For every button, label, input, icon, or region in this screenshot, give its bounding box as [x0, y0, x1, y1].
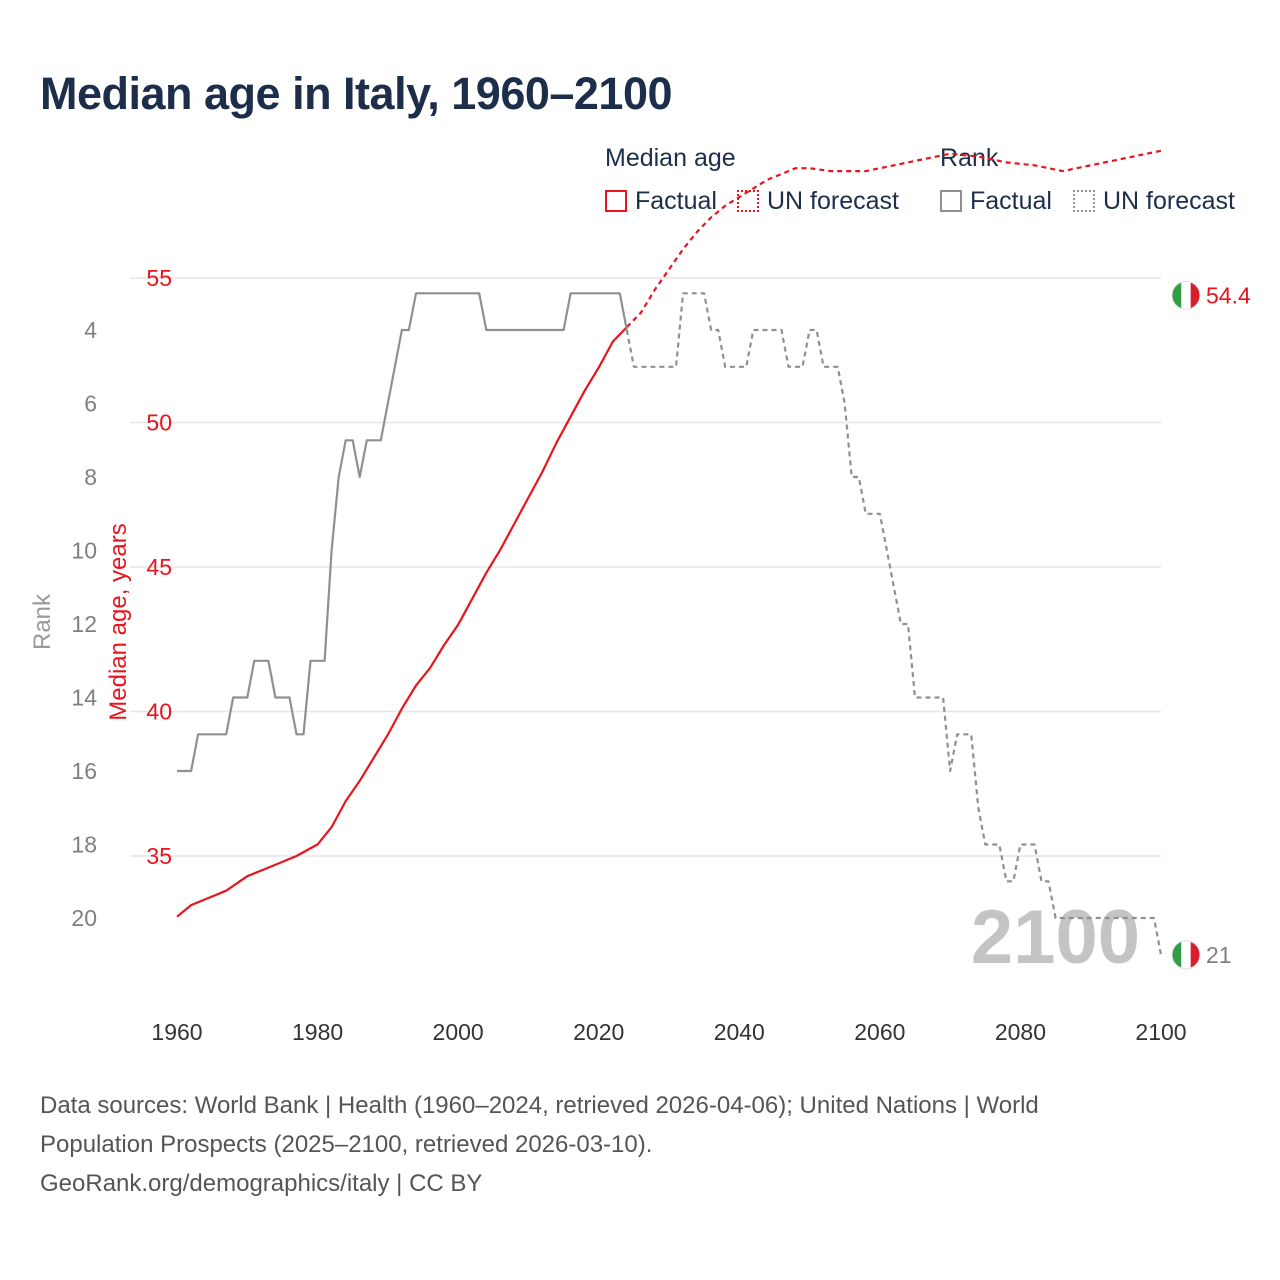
year-tick-2060: 2060 [854, 1019, 905, 1045]
legend-median-factual-label: Factual [635, 186, 717, 215]
legend-rank-factual[interactable]: Factual [940, 186, 1052, 216]
legend-rank-forecast-label: UN forecast [1103, 186, 1235, 215]
rank-tick-18: 18 [71, 832, 97, 858]
rank-tick-12: 12 [71, 611, 97, 637]
rank-tick-8: 8 [84, 464, 97, 490]
median-tick-45: 45 [146, 554, 172, 580]
footer: Data sources: World Bank | Health (1960–… [40, 1086, 1240, 1203]
rank-tick-6: 6 [84, 391, 97, 417]
year-tick-2040: 2040 [714, 1019, 765, 1045]
rank-tick-4: 4 [84, 317, 97, 343]
median-forecast-line [626, 149, 1162, 328]
year-tick-2080: 2080 [995, 1019, 1046, 1045]
year-tick-2100: 2100 [1135, 1019, 1186, 1045]
median-end-flag-icon [1171, 280, 1201, 310]
median-tick-40: 40 [146, 699, 172, 725]
legend-rank-factual-swatch [940, 190, 962, 212]
rank-tick-10: 10 [71, 538, 97, 564]
median-end-label: 54.4 [1206, 282, 1251, 308]
median-tick-35: 35 [146, 843, 172, 869]
footer-credit: GeoRank.org/demographics/italy | CC BY [40, 1170, 483, 1197]
rank-axis-ticks: 4 6 8 10 12 14 16 18 20 [71, 317, 97, 931]
median-axis-label: Median age, years [105, 523, 132, 720]
chart-title: Median age in Italy, 1960–2100 [40, 68, 673, 119]
gridlines [130, 277, 1161, 857]
median-tick-50: 50 [146, 410, 172, 436]
year-tick-2000: 2000 [433, 1019, 484, 1045]
median-factual-line [176, 326, 628, 918]
footer-source-line1: Data sources: World Bank | Health (1960–… [40, 1092, 1039, 1119]
rank-axis-label: Rank [29, 593, 56, 650]
year-tick-2020: 2020 [573, 1019, 624, 1045]
median-tick-55: 55 [146, 265, 172, 291]
year-axis-ticks: 1960 1980 2000 2020 2040 2060 2080 2100 [151, 1019, 1186, 1045]
endpoint-markers: 54.4 21 [1171, 280, 1251, 970]
rank-tick-20: 20 [71, 905, 97, 931]
median-axis-ticks: 55 50 45 40 35 [146, 265, 172, 869]
legend-rank-forecast[interactable]: UN forecast [1073, 186, 1235, 216]
legend-median-factual[interactable]: Factual [605, 186, 717, 216]
rank-end-label: 21 [1206, 942, 1232, 968]
legend-rank-factual-label: Factual [970, 186, 1052, 215]
rank-tick-14: 14 [71, 685, 97, 711]
series-lines [176, 149, 1163, 956]
rank-forecast-line [625, 292, 1163, 956]
year-tick-1980: 1980 [292, 1019, 343, 1045]
rank-tick-16: 16 [71, 758, 97, 784]
year-tick-1960: 1960 [151, 1019, 202, 1045]
legend-median-factual-swatch [605, 190, 627, 212]
year-watermark: 2100 [971, 895, 1140, 980]
chart-plot: 55 50 45 40 35 4 6 8 10 12 14 16 18 20 1960 1980 2000 2… [29, 149, 1251, 1045]
legend-median-forecast-label: UN forecast [767, 186, 899, 215]
legend-median-heading: Median age [605, 144, 736, 172]
footer-source-line2: Population Prospects (2025–2100, retriev… [40, 1131, 653, 1158]
rank-factual-line [177, 292, 628, 773]
legend-rank-forecast-swatch [1073, 190, 1095, 212]
rank-end-flag-icon [1171, 940, 1201, 970]
